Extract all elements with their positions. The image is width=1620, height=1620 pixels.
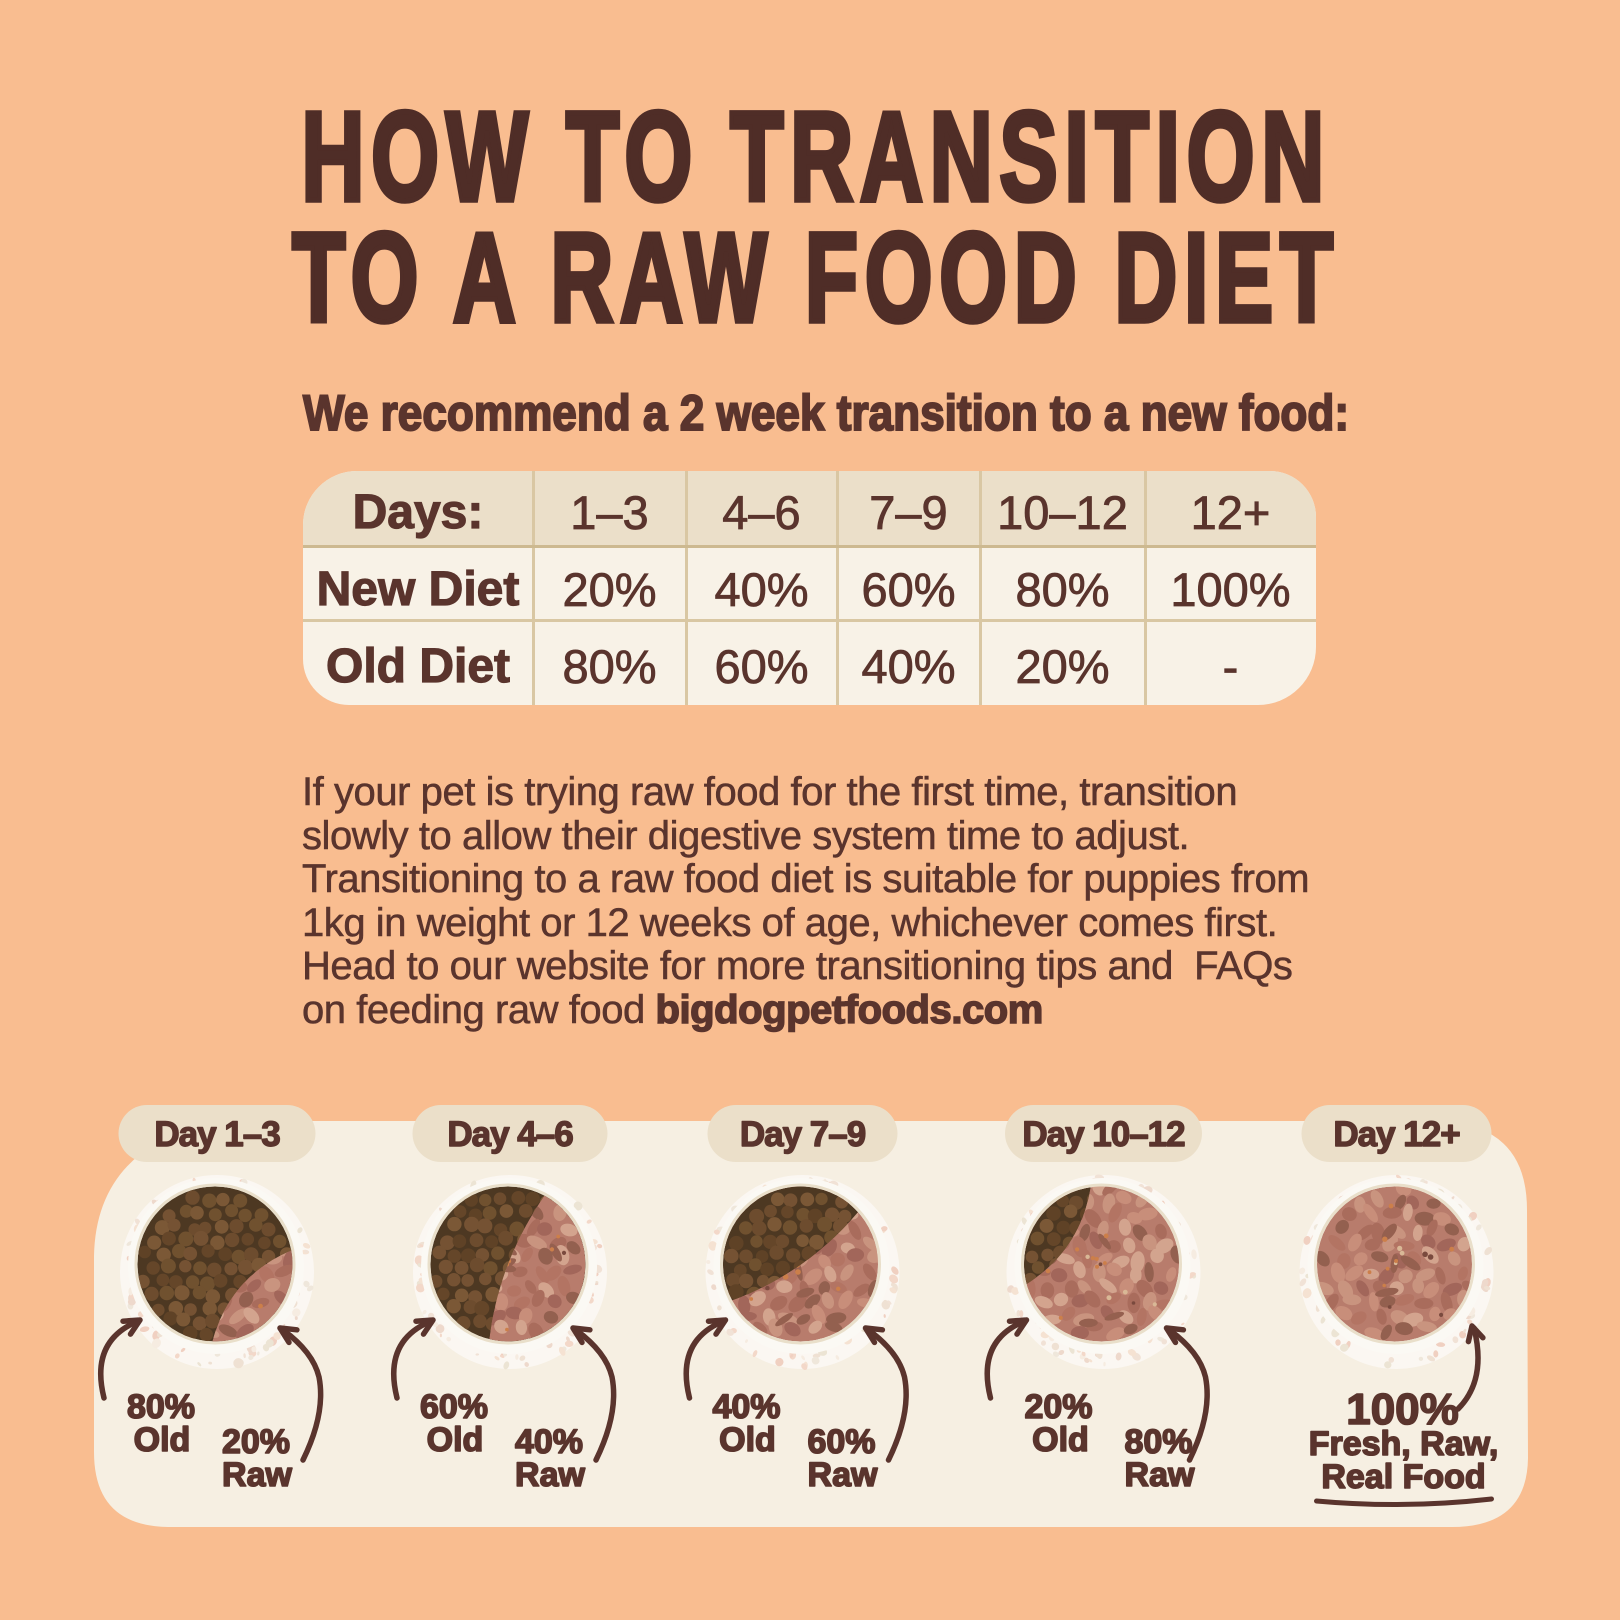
svg-text:Raw: Raw: [515, 1456, 585, 1494]
svg-text:Old: Old: [427, 1421, 484, 1459]
svg-text:40%: 40%: [515, 1423, 583, 1461]
svg-text:80%: 80%: [127, 1388, 195, 1426]
svg-text:Real Food: Real Food: [1321, 1458, 1485, 1496]
svg-text:Old: Old: [719, 1421, 776, 1459]
svg-text:Day 1–3: Day 1–3: [154, 1115, 280, 1154]
svg-text:60%: 60%: [420, 1388, 488, 1426]
svg-text:Fresh, Raw,: Fresh, Raw,: [1309, 1425, 1499, 1463]
svg-text:80%: 80%: [1124, 1423, 1192, 1461]
svg-text:60%: 60%: [807, 1423, 875, 1461]
svg-text:Raw: Raw: [222, 1456, 292, 1494]
svg-text:Day 10–12: Day 10–12: [1022, 1115, 1185, 1154]
svg-text:Raw: Raw: [1125, 1456, 1195, 1494]
svg-text:20%: 20%: [222, 1423, 290, 1461]
svg-text:Old: Old: [134, 1421, 191, 1459]
svg-text:Raw: Raw: [808, 1456, 878, 1494]
svg-text:20%: 20%: [1024, 1388, 1092, 1426]
svg-text:40%: 40%: [712, 1388, 780, 1426]
svg-text:Old: Old: [1032, 1421, 1089, 1459]
svg-text:100%: 100%: [1346, 1385, 1459, 1434]
svg-text:Day 12+: Day 12+: [1333, 1115, 1460, 1154]
svg-text:Day 4–6: Day 4–6: [447, 1115, 573, 1154]
svg-text:Day 7–9: Day 7–9: [740, 1115, 866, 1154]
